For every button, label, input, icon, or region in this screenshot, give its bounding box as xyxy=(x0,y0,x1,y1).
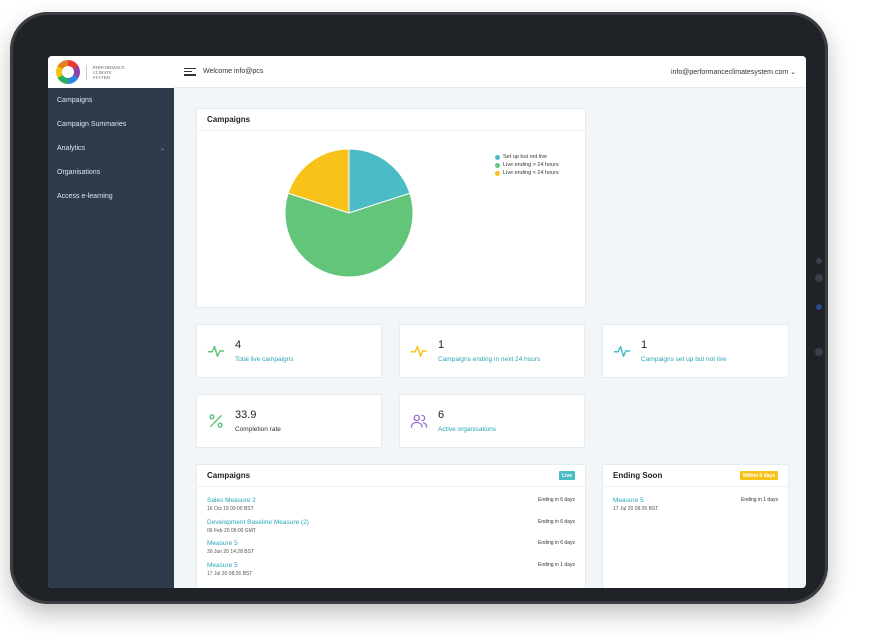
chevron-down-icon: ⌄ xyxy=(790,68,796,76)
stat-card-completion-rate[interactable]: 33.9 Completion rate xyxy=(196,394,382,448)
campaigns-chart-title: Campaigns xyxy=(207,115,251,124)
stat-value: 33.9 xyxy=(235,409,257,421)
sidebar-item-access-elearning[interactable]: Access e-learning xyxy=(48,184,174,208)
legend-entry-0[interactable]: Set up but not live xyxy=(495,153,559,161)
campaign-status: Ending in 1 days xyxy=(741,497,778,503)
campaigns-list: Sales Measure 2 16 Oct 19 09:00 BST Endi… xyxy=(197,487,585,583)
stat-label: Active organisations xyxy=(438,426,497,433)
pie-slice-1[interactable] xyxy=(284,192,414,278)
legend-swatch xyxy=(495,154,500,160)
campaigns-list-header: Campaigns Live xyxy=(197,465,585,487)
home-indicator-dot xyxy=(816,304,822,310)
logo-text-line-2: CLIMATE xyxy=(93,69,112,75)
campaigns-list-title: Campaigns xyxy=(207,471,251,480)
campaign-status: Ending in 1 days xyxy=(538,561,575,568)
legend-entry-2[interactable]: Live ending < 24 hours xyxy=(495,169,559,177)
pie-slice-2[interactable] xyxy=(287,148,350,214)
camera-dot xyxy=(816,258,822,264)
pulse-icon xyxy=(410,345,428,357)
logo[interactable]: PERFORMANCE CLIMATE SYSTEM xyxy=(48,56,174,88)
campaigns-chart-card: Campaigns Set up but not live Live ending… xyxy=(196,108,586,308)
campaign-status: Ending in 6 days xyxy=(538,518,575,525)
stat-value: 1 xyxy=(438,339,445,351)
user-menu[interactable]: info@performanceclimatesystem.com ⌄ xyxy=(671,68,796,76)
sidebar: PERFORMANCE CLIMATE SYSTEM Campaigns Cam… xyxy=(48,56,174,588)
stat-card-ending-24h[interactable]: 1 Campaigns ending in next 24 hours xyxy=(399,324,585,378)
campaign-status: Ending in 6 days xyxy=(538,540,575,546)
list-item[interactable]: Measure 5 17 Jul 20 08:26 BST Ending in … xyxy=(613,497,778,519)
ending-soon-header: Ending Soon Within 5 days xyxy=(603,465,788,487)
campaign-title-link[interactable]: Measure 5 xyxy=(613,497,644,504)
campaign-title-link[interactable]: Sales Measure 2 xyxy=(207,497,256,504)
welcome-text: Welcome info@pcs xyxy=(203,68,264,75)
chevron-down-icon: ⌄ xyxy=(159,145,165,152)
campaign-status: Ending in 6 days xyxy=(538,497,575,503)
sidebar-item-label: Campaign Summaries xyxy=(57,120,127,128)
legend-entry-1[interactable]: Live ending > 24 hours xyxy=(495,161,559,169)
stat-label: Campaigns set up but not live xyxy=(641,356,727,363)
ending-soon-title: Ending Soon xyxy=(613,471,663,480)
sidebar-item-label: Campaigns xyxy=(57,96,93,104)
legend-label: Live ending > 24 hours xyxy=(503,162,559,168)
sensor-dot xyxy=(815,274,823,282)
list-item[interactable]: Sales Measure 2 16 Oct 19 09:00 BST Endi… xyxy=(207,497,575,519)
stat-card-setup-not-live[interactable]: 1 Campaigns set up but not live xyxy=(602,324,789,378)
within-days-badge: Within 5 days xyxy=(739,471,778,480)
campaign-date: 30 Jun 20 14:28 BST xyxy=(207,549,254,555)
stat-label: Campaigns ending in next 24 hours xyxy=(438,356,541,363)
sidebar-item-organisations[interactable]: Organisations xyxy=(48,160,174,184)
list-item[interactable]: Development Baseline Measure (2) 06 Feb … xyxy=(207,519,575,541)
sidebar-item-label: Access e-learning xyxy=(57,192,113,200)
tablet-frame: PERFORMANCE CLIMATE SYSTEM Campaigns Cam… xyxy=(10,12,828,604)
stat-value: 6 xyxy=(438,409,445,421)
legend-label: Set up but not live xyxy=(503,154,548,160)
logo-text-line-3: SYSTEM xyxy=(93,74,110,80)
sidebar-item-label: Organisations xyxy=(57,168,101,176)
stat-card-total-live[interactable]: 4 Total live campaigns xyxy=(196,324,382,378)
users-icon xyxy=(410,414,428,428)
campaigns-pie-chart xyxy=(284,148,414,278)
stat-label: Completion rate xyxy=(235,426,281,433)
sidebar-item-campaigns[interactable]: Campaigns xyxy=(48,88,174,112)
logo-ring-icon xyxy=(56,60,80,84)
pulse-icon xyxy=(613,345,631,357)
legend-swatch xyxy=(495,162,500,168)
campaign-title-link[interactable]: Development Baseline Measure (2) xyxy=(207,518,309,526)
menu-toggle-icon[interactable] xyxy=(184,67,196,76)
legend-swatch xyxy=(495,170,500,176)
campaign-date: 06 Feb 20 09:00 GMT xyxy=(207,527,256,534)
campaigns-list-card: Campaigns Live Sales Measure 2 16 Oct 19… xyxy=(196,464,586,588)
sidebar-item-analytics[interactable]: Analytics ⌄ xyxy=(48,136,174,160)
campaign-title-link[interactable]: Measure 5 xyxy=(207,561,238,569)
stat-value: 1 xyxy=(641,339,648,351)
sidebar-item-campaign-summaries[interactable]: Campaign Summaries xyxy=(48,112,174,136)
campaign-date: 17 Jul 20 08:26 BST xyxy=(207,570,253,577)
app-screen: PERFORMANCE CLIMATE SYSTEM Campaigns Cam… xyxy=(48,56,806,588)
legend-label: Live ending < 24 hours xyxy=(503,170,559,176)
logo-text: PERFORMANCE CLIMATE SYSTEM xyxy=(86,64,125,80)
campaigns-chart-header: Campaigns xyxy=(197,109,585,131)
logo-text-line-1: PERFORMANCE xyxy=(93,64,125,70)
stat-card-active-organisations[interactable]: 6 Active organisations xyxy=(399,394,585,448)
campaign-title-link[interactable]: Measure 5 xyxy=(207,540,238,547)
pie-slice-0[interactable] xyxy=(348,148,411,214)
sensor-dot-lower xyxy=(815,348,823,356)
pulse-icon xyxy=(207,345,225,357)
campaign-date: 17 Jul 20 08:26 BST xyxy=(613,506,659,512)
list-item[interactable]: Measure 5 17 Jul 20 08:26 BST Ending in … xyxy=(207,562,575,584)
sidebar-item-label: Analytics xyxy=(57,144,86,152)
percent-icon xyxy=(209,414,223,428)
list-item[interactable]: Measure 5 30 Jun 20 14:28 BST Ending in … xyxy=(207,540,575,562)
top-bar: Welcome info@pcs info@performanceclimate… xyxy=(174,56,806,88)
ending-soon-list: Measure 5 17 Jul 20 08:26 BST Ending in … xyxy=(603,487,788,519)
chart-legend: Set up but not live Live ending > 24 hour… xyxy=(495,153,559,177)
user-email: info@performanceclimatesystem.com xyxy=(670,68,789,76)
ending-soon-card: Ending Soon Within 5 days Measure 5 17 J… xyxy=(602,464,789,588)
stat-value: 4 xyxy=(235,339,242,351)
campaign-date: 16 Oct 19 09:00 BST xyxy=(207,506,254,512)
stat-label: Total live campaigns xyxy=(235,356,294,363)
live-badge: Live xyxy=(558,471,575,480)
